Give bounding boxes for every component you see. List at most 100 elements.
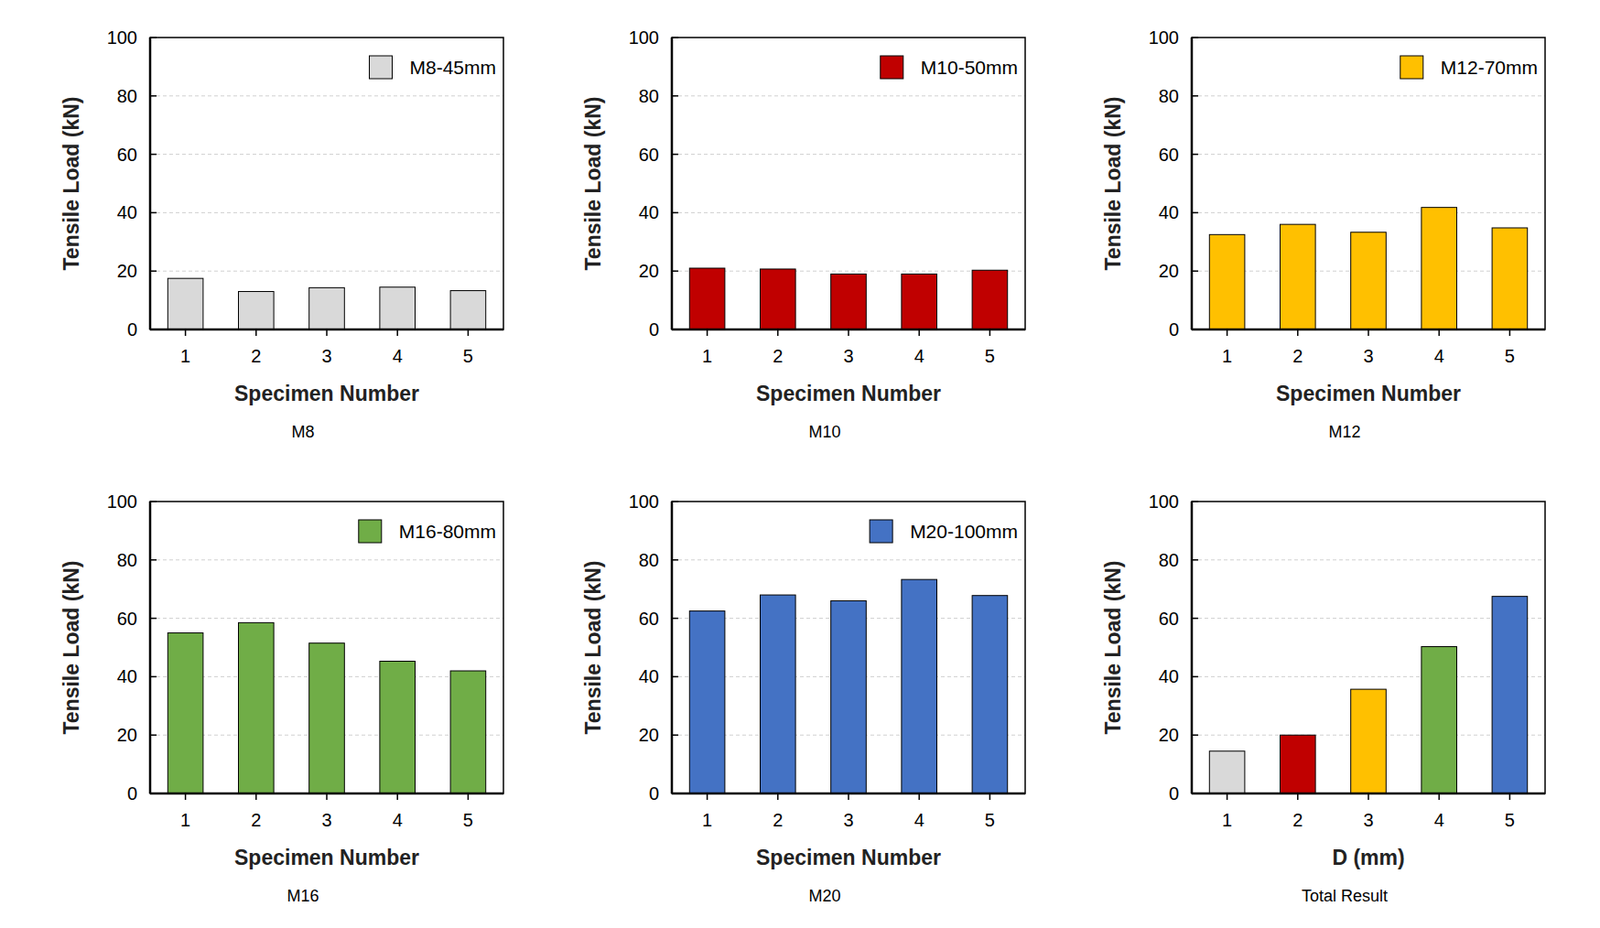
bar <box>1351 689 1387 794</box>
x-tick-label: 3 <box>1362 345 1373 367</box>
y-tick-label: 60 <box>117 608 138 629</box>
bar <box>379 660 416 794</box>
x-tick <box>777 793 779 800</box>
x-tick <box>255 793 258 800</box>
bar <box>1421 207 1458 330</box>
x-tick-label: 5 <box>984 810 995 831</box>
x-tick <box>918 329 920 336</box>
y-tick-label: 40 <box>1158 666 1179 687</box>
y-tick-label: 80 <box>117 86 138 107</box>
y-tick-label: 40 <box>638 666 660 687</box>
y-tick <box>1191 153 1199 156</box>
bar <box>450 291 487 330</box>
x-tick-label: 2 <box>1292 810 1303 831</box>
x-tick <box>1226 793 1229 800</box>
chart: 02040608010012345Specimen NumberTensile … <box>59 27 504 442</box>
y-tick <box>671 734 679 736</box>
y-tick-label: 0 <box>648 783 660 804</box>
y-tick <box>1191 500 1199 503</box>
x-tick <box>706 329 709 336</box>
y-tick <box>150 212 157 215</box>
y-tick-label: 20 <box>117 724 138 746</box>
bar <box>1351 232 1387 330</box>
x-tick <box>777 329 779 336</box>
y-tick <box>671 559 679 562</box>
y-tick-label: 80 <box>638 550 660 571</box>
y-tick <box>150 676 157 679</box>
x-tick-label: 2 <box>250 345 261 367</box>
grid-line <box>150 95 504 97</box>
plot-frame <box>671 501 1026 794</box>
y-axis-line <box>1190 37 1194 330</box>
bar <box>901 273 938 330</box>
x-tick-label: 4 <box>392 810 403 831</box>
grid-line <box>1191 212 1546 214</box>
bar <box>689 611 725 794</box>
y-tick-label: 80 <box>117 550 138 571</box>
x-axis-label: Specimen Number <box>756 845 941 870</box>
bar <box>1209 234 1245 330</box>
grid-line <box>1191 559 1546 561</box>
grid-line <box>150 559 504 561</box>
x-axis-label: Specimen Number <box>756 381 941 406</box>
x-tick <box>1437 793 1440 800</box>
y-tick <box>671 212 679 215</box>
y-axis-line <box>149 501 152 794</box>
bars <box>167 622 486 794</box>
x-axis-label: D (mm) <box>1331 845 1405 870</box>
legend-label: M16-80mm <box>399 520 497 542</box>
x-tick <box>255 329 258 336</box>
y-tick <box>1191 328 1199 331</box>
bar <box>1280 735 1317 794</box>
legend-swatch <box>869 519 893 543</box>
chart: 02040608010012345Specimen NumberTensile … <box>581 27 1026 442</box>
x-tick-label: 4 <box>392 345 403 367</box>
bar <box>972 595 1008 794</box>
x-tick-label: 1 <box>180 345 191 367</box>
x-tick <box>918 793 920 800</box>
y-tick <box>150 328 157 331</box>
y-tick-label: 40 <box>117 202 138 223</box>
y-tick <box>150 95 157 98</box>
x-tick <box>1297 329 1299 336</box>
y-tick-label: 20 <box>1158 260 1179 282</box>
bar <box>1491 596 1528 794</box>
x-tick-label: 4 <box>1434 810 1445 831</box>
y-tick-label: 100 <box>1148 27 1179 48</box>
x-tick-label: 2 <box>1292 345 1303 367</box>
y-axis-line <box>1190 501 1194 794</box>
x-tick-label: 5 <box>984 345 995 367</box>
bars <box>689 268 1007 330</box>
y-axis-line <box>670 37 674 330</box>
x-tick-label: 2 <box>772 345 783 367</box>
x-axis-label: Specimen Number <box>1275 381 1461 406</box>
x-tick <box>467 329 470 336</box>
x-tick-label: 1 <box>702 810 713 831</box>
chart: 02040608010012345D (mm)Tensile Load (kN)… <box>1101 491 1546 906</box>
caption: M16 <box>286 886 319 906</box>
bar <box>238 291 275 330</box>
plot-frame <box>150 37 504 330</box>
y-tick-label: 20 <box>638 260 660 282</box>
x-tick <box>989 329 992 336</box>
y-tick <box>150 734 157 736</box>
grid-line <box>1191 95 1546 97</box>
y-tick-label: 80 <box>1158 550 1179 571</box>
x-tick <box>396 329 399 336</box>
bar <box>972 270 1008 330</box>
y-tick <box>150 270 157 272</box>
legend-label: M20-100mm <box>909 520 1018 542</box>
y-tick-label: 40 <box>638 202 660 223</box>
x-axis-label: Specimen Number <box>234 845 420 870</box>
caption: Total Result <box>1301 886 1388 906</box>
grid-line <box>1191 153 1546 155</box>
y-tick <box>1191 270 1199 272</box>
y-tick <box>1191 559 1199 562</box>
x-tick <box>1226 329 1229 336</box>
y-axis-line <box>670 501 674 794</box>
x-tick <box>1297 793 1299 800</box>
bars <box>167 278 486 330</box>
legend-swatch <box>358 519 382 543</box>
chart: 02040608010012345Specimen NumberTensile … <box>581 491 1026 906</box>
bar <box>238 622 275 794</box>
